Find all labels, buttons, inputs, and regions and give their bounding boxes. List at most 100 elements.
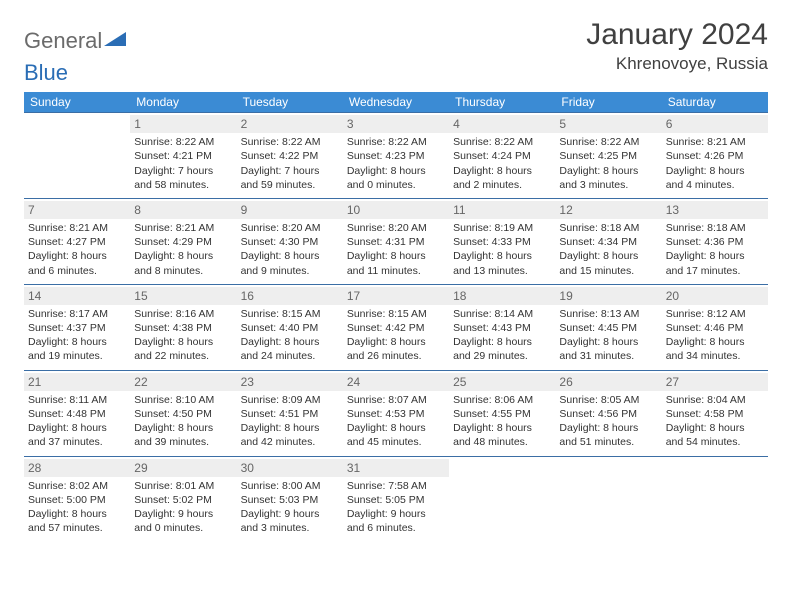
calendar-cell: 22Sunrise: 8:10 AMSunset: 4:50 PMDayligh… bbox=[130, 370, 236, 456]
cell-line: and 59 minutes. bbox=[241, 178, 339, 192]
cell-line: Sunrise: 8:22 AM bbox=[347, 135, 445, 149]
cell-line: Sunset: 4:26 PM bbox=[666, 149, 764, 163]
cell-line: Sunset: 4:53 PM bbox=[347, 407, 445, 421]
cell-line: and 57 minutes. bbox=[28, 521, 126, 535]
month-title: January 2024 bbox=[586, 18, 768, 52]
cell-line: Sunrise: 7:58 AM bbox=[347, 479, 445, 493]
cell-line: Sunset: 4:30 PM bbox=[241, 235, 339, 249]
cell-line: and 58 minutes. bbox=[134, 178, 232, 192]
cell-line: Sunset: 4:22 PM bbox=[241, 149, 339, 163]
cell-line: Sunrise: 8:17 AM bbox=[28, 307, 126, 321]
cell-line: Sunrise: 8:20 AM bbox=[241, 221, 339, 235]
cell-line: Sunset: 4:23 PM bbox=[347, 149, 445, 163]
cell-line: Sunrise: 8:19 AM bbox=[453, 221, 551, 235]
cell-line: Sunset: 4:21 PM bbox=[134, 149, 232, 163]
day-number: 28 bbox=[24, 459, 130, 477]
calendar-cell: 17Sunrise: 8:15 AMSunset: 4:42 PMDayligh… bbox=[343, 284, 449, 370]
weekday-header: Wednesday bbox=[343, 92, 449, 113]
calendar-cell: 6Sunrise: 8:21 AMSunset: 4:26 PMDaylight… bbox=[662, 113, 768, 199]
day-number: 11 bbox=[449, 201, 555, 219]
calendar-cell: 23Sunrise: 8:09 AMSunset: 4:51 PMDayligh… bbox=[237, 370, 343, 456]
cell-line: Sunrise: 8:04 AM bbox=[666, 393, 764, 407]
cell-line: Daylight: 8 hours bbox=[241, 249, 339, 263]
cell-line: Daylight: 8 hours bbox=[134, 249, 232, 263]
day-number: 14 bbox=[24, 287, 130, 305]
cell-line: and 31 minutes. bbox=[559, 349, 657, 363]
cell-line: and 3 minutes. bbox=[241, 521, 339, 535]
cell-line: and 0 minutes. bbox=[347, 178, 445, 192]
calendar-cell: 8Sunrise: 8:21 AMSunset: 4:29 PMDaylight… bbox=[130, 198, 236, 284]
cell-line: Sunset: 5:03 PM bbox=[241, 493, 339, 507]
calendar-cell: 13Sunrise: 8:18 AMSunset: 4:36 PMDayligh… bbox=[662, 198, 768, 284]
cell-line: Sunset: 4:31 PM bbox=[347, 235, 445, 249]
weekday-header: Monday bbox=[130, 92, 236, 113]
cell-line: Sunset: 4:29 PM bbox=[134, 235, 232, 249]
cell-line: Sunrise: 8:20 AM bbox=[347, 221, 445, 235]
cell-line: Sunset: 4:27 PM bbox=[28, 235, 126, 249]
cell-line: Sunset: 5:02 PM bbox=[134, 493, 232, 507]
day-number: 1 bbox=[130, 115, 236, 133]
calendar-cell: 30Sunrise: 8:00 AMSunset: 5:03 PMDayligh… bbox=[237, 456, 343, 541]
cell-line: and 42 minutes. bbox=[241, 435, 339, 449]
cell-line: and 26 minutes. bbox=[347, 349, 445, 363]
cell-line: Sunrise: 8:01 AM bbox=[134, 479, 232, 493]
calendar-week-row: 7 Sunrise: 8:21 AM Sunset: 4:27 PM Daylight… bbox=[24, 198, 768, 284]
cell-line: Sunrise: 8:22 AM bbox=[453, 135, 551, 149]
cell-line: and 37 minutes. bbox=[28, 435, 126, 449]
cell-line: and 48 minutes. bbox=[453, 435, 551, 449]
cell-line: and 2 minutes. bbox=[453, 178, 551, 192]
calendar-cell: 2Sunrise: 8:22 AMSunset: 4:22 PMDaylight… bbox=[237, 113, 343, 199]
cell-line: Sunrise: 8:09 AM bbox=[241, 393, 339, 407]
calendar-cell: 20Sunrise: 8:12 AMSunset: 4:46 PMDayligh… bbox=[662, 284, 768, 370]
cell-line: Sunset: 4:37 PM bbox=[28, 321, 126, 335]
cell-line: and 34 minutes. bbox=[666, 349, 764, 363]
day-number: 27 bbox=[662, 373, 768, 391]
calendar-cell: 1Sunrise: 8:22 AMSunset: 4:21 PMDaylight… bbox=[130, 113, 236, 199]
weekday-header: Friday bbox=[555, 92, 661, 113]
cell-line: and 22 minutes. bbox=[134, 349, 232, 363]
day-number: 13 bbox=[662, 201, 768, 219]
day-number: 21 bbox=[24, 373, 130, 391]
cell-line: Sunrise: 8:22 AM bbox=[134, 135, 232, 149]
cell-line: Daylight: 8 hours bbox=[559, 421, 657, 435]
cell-line: Daylight: 8 hours bbox=[453, 421, 551, 435]
day-number: 6 bbox=[662, 115, 768, 133]
cell-line: and 19 minutes. bbox=[28, 349, 126, 363]
weekday-header: Tuesday bbox=[237, 92, 343, 113]
day-number: 7 bbox=[24, 201, 130, 219]
cell-line: Daylight: 8 hours bbox=[666, 164, 764, 178]
cell-line: Sunrise: 8:14 AM bbox=[453, 307, 551, 321]
day-number: 2 bbox=[237, 115, 343, 133]
day-number: 17 bbox=[343, 287, 449, 305]
logo-text-blue: Blue bbox=[24, 60, 68, 85]
calendar-cell: 3Sunrise: 8:22 AMSunset: 4:23 PMDaylight… bbox=[343, 113, 449, 199]
cell-line: Daylight: 8 hours bbox=[559, 335, 657, 349]
day-number: 15 bbox=[130, 287, 236, 305]
day-number: 29 bbox=[130, 459, 236, 477]
logo-triangle-icon bbox=[104, 30, 126, 53]
cell-line: and 54 minutes. bbox=[666, 435, 764, 449]
cell-line: and 8 minutes. bbox=[134, 264, 232, 278]
cell-line: Daylight: 8 hours bbox=[134, 335, 232, 349]
cell-line: Sunset: 4:45 PM bbox=[559, 321, 657, 335]
cell-line: Sunset: 5:00 PM bbox=[28, 493, 126, 507]
cell-line: Sunrise: 8:05 AM bbox=[559, 393, 657, 407]
cell-line: Sunrise: 8:07 AM bbox=[347, 393, 445, 407]
cell-line: Sunrise: 8:12 AM bbox=[666, 307, 764, 321]
cell-line: Sunrise: 8:15 AM bbox=[241, 307, 339, 321]
cell-line: Sunrise: 8:21 AM bbox=[134, 221, 232, 235]
day-number: 4 bbox=[449, 115, 555, 133]
day-number: 25 bbox=[449, 373, 555, 391]
day-number: 9 bbox=[237, 201, 343, 219]
day-number: 18 bbox=[449, 287, 555, 305]
cell-line: and 9 minutes. bbox=[241, 264, 339, 278]
calendar-cell: 12Sunrise: 8:18 AMSunset: 4:34 PMDayligh… bbox=[555, 198, 661, 284]
calendar-cell: 28Sunrise: 8:02 AMSunset: 5:00 PMDayligh… bbox=[24, 456, 130, 541]
cell-line: and 45 minutes. bbox=[347, 435, 445, 449]
calendar-cell: 26Sunrise: 8:05 AMSunset: 4:56 PMDayligh… bbox=[555, 370, 661, 456]
cell-line: Sunset: 4:58 PM bbox=[666, 407, 764, 421]
calendar-cell: 18Sunrise: 8:14 AMSunset: 4:43 PMDayligh… bbox=[449, 284, 555, 370]
cell-line: and 13 minutes. bbox=[453, 264, 551, 278]
cell-line: Sunrise: 8:00 AM bbox=[241, 479, 339, 493]
cell-line: Daylight: 8 hours bbox=[453, 249, 551, 263]
